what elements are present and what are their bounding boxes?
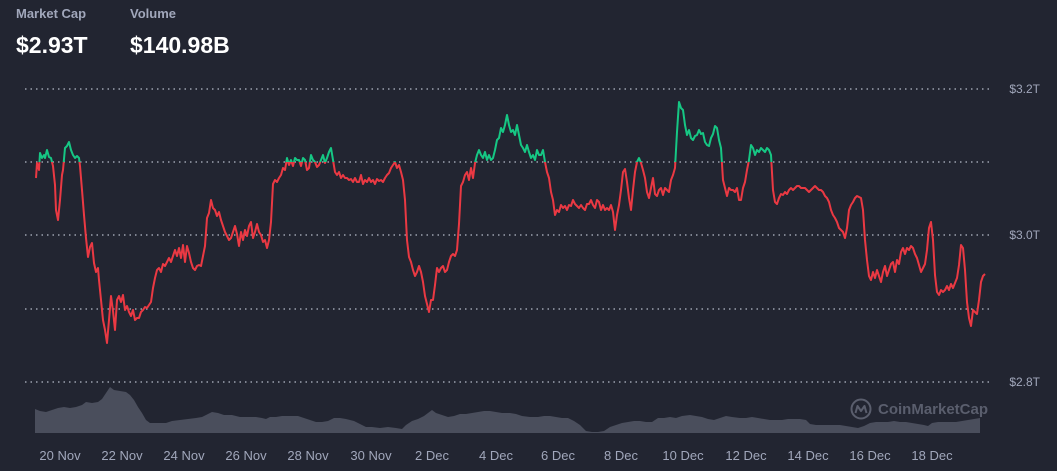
x-tick-10-dec: 10 Dec <box>662 448 704 463</box>
x-tick-30-nov: 30 Nov <box>350 448 392 463</box>
market-cap-value: $2.93T <box>16 32 88 58</box>
x-tick-14-dec: 14 Dec <box>787 448 829 463</box>
volume-label: Volume <box>130 6 176 21</box>
x-tick-18-dec: 18 Dec <box>911 448 953 463</box>
market-cap-stat: Market Cap $2.93T <box>16 6 88 59</box>
volume-value: $140.98B <box>130 32 230 58</box>
x-tick-8-dec: 8 Dec <box>604 448 638 463</box>
x-tick-4-dec: 4 Dec <box>479 448 513 463</box>
y-tick-3-0t: $3.0T <box>1009 228 1040 242</box>
x-tick-22-nov: 22 Nov <box>101 448 143 463</box>
grid-lines <box>25 88 990 383</box>
x-tick-24-nov: 24 Nov <box>163 448 205 463</box>
volume-stat: Volume $140.98B <box>130 6 230 59</box>
coinmarketcap-watermark: CoinMarketCap <box>850 398 988 420</box>
x-tick-6-dec: 6 Dec <box>541 448 575 463</box>
x-tick-16-dec: 16 Dec <box>849 448 891 463</box>
x-tick-26-nov: 26 Nov <box>225 448 267 463</box>
volume-area <box>35 387 980 433</box>
x-tick-28-nov: 28 Nov <box>287 448 329 463</box>
x-tick-2-dec: 2 Dec <box>415 448 449 463</box>
coinmarketcap-logo-icon <box>850 398 872 420</box>
market-cap-label: Market Cap <box>16 6 87 21</box>
price-line <box>35 101 986 344</box>
x-tick-12-dec: 12 Dec <box>725 448 767 463</box>
y-tick-2-8t: $2.8T <box>1009 375 1040 389</box>
x-tick-20-nov: 20 Nov <box>39 448 81 463</box>
y-tick-3-2t: $3.2T <box>1009 82 1040 96</box>
watermark-text: CoinMarketCap <box>878 400 989 418</box>
